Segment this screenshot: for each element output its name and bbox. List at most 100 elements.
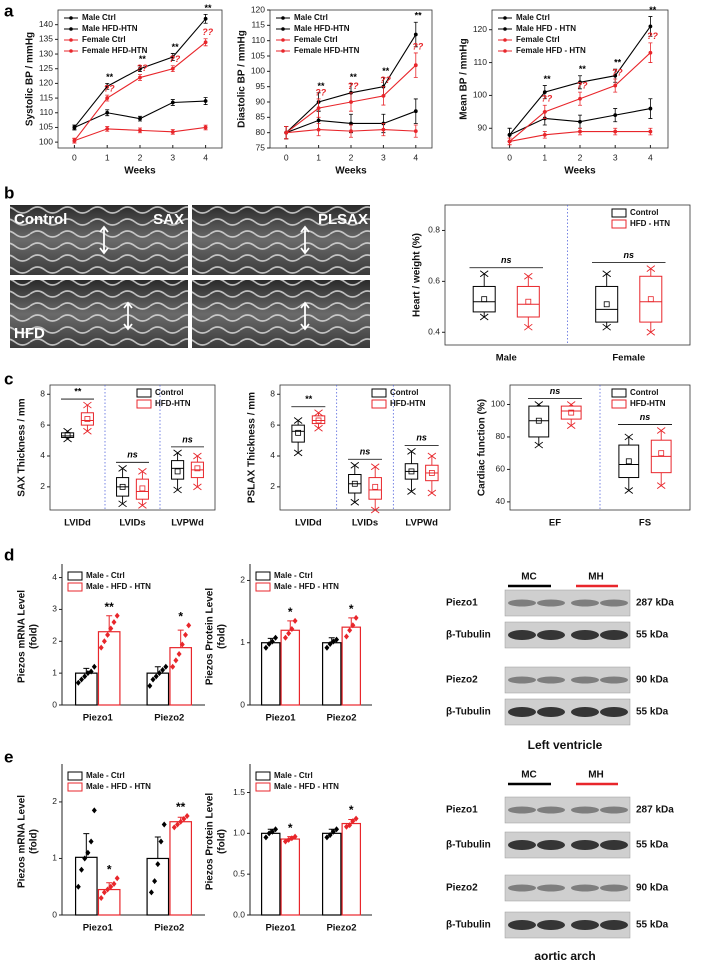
point: [138, 128, 142, 133]
significance-label: ns: [127, 450, 138, 460]
whisker-cap: [407, 447, 416, 455]
echo-arrow: [99, 225, 109, 255]
bar: [280, 629, 301, 706]
blot-band: [571, 806, 599, 814]
whisker-cap: [534, 441, 544, 449]
legend-swatch: [255, 782, 271, 792]
box: [171, 460, 185, 480]
echo-waves: [192, 205, 370, 275]
y-tick-label: 6: [40, 419, 45, 429]
y-tick-label: 0.5: [233, 868, 245, 878]
significance-label: **: [105, 600, 115, 614]
legend-swatch: [611, 208, 627, 218]
x-axis-label: Weeks: [335, 166, 367, 177]
data-point: [343, 633, 349, 640]
whisker-cap: [566, 422, 576, 429]
y-tick-label: 125: [39, 63, 53, 73]
data-point: [353, 815, 359, 822]
legend-label: HFD-HTN: [390, 399, 426, 408]
point: [349, 100, 353, 104]
mean: [351, 480, 358, 487]
data-point: [108, 883, 114, 890]
significance-label: ??: [612, 67, 623, 77]
x-tick-label: LVPWd: [171, 518, 204, 529]
y-axis-label: Heart / weight (%): [412, 233, 423, 317]
blot-strip: [504, 796, 631, 824]
data-point: [174, 821, 180, 828]
y-tick-label: 0.0: [233, 909, 245, 919]
data-point: [176, 651, 182, 658]
bar: [321, 642, 342, 706]
data-point: [182, 631, 188, 638]
x-tick-label: LVIDd: [64, 518, 91, 529]
significance-label: ??: [541, 94, 552, 104]
point: [578, 96, 582, 101]
legend-swatch: [67, 782, 83, 792]
legend-marker: [281, 27, 285, 31]
data-point: [334, 826, 340, 833]
data-point: [327, 831, 333, 838]
y-axis-label: Piezos mRNA Level: [17, 590, 28, 683]
mean: [119, 483, 126, 490]
whisker-cap: [602, 323, 611, 331]
echo-waves: [192, 280, 370, 348]
legend-swatch: [611, 388, 627, 398]
data-point: [334, 636, 340, 643]
whisker-cap: [370, 506, 380, 514]
y-tick-label: 1: [52, 853, 57, 863]
y-axis-label: Diastolic BP / mmHg: [237, 30, 248, 128]
box: [595, 285, 619, 323]
legend-label: Female Ctrl: [82, 35, 126, 44]
x-tick-label: 3: [170, 152, 175, 162]
legend-swatch: [67, 582, 83, 592]
whisker-cap: [350, 461, 360, 469]
data-point: [91, 807, 97, 814]
whisker-cap: [173, 449, 182, 457]
x-tick-label: LVIDs: [119, 518, 145, 529]
box: [618, 444, 640, 479]
x-tick-label: LVIDs: [352, 518, 378, 529]
data-point: [353, 614, 359, 621]
legend-label: Male - HFD - HTN: [86, 782, 151, 791]
y-axis-label: (fold): [217, 624, 228, 649]
box: [61, 432, 75, 438]
blot-band: [571, 884, 599, 892]
group-label: MC: [521, 770, 537, 781]
legend-label: Male - Ctrl: [86, 771, 125, 780]
data-point: [269, 638, 275, 645]
legend-label: Female Ctrl: [294, 35, 338, 44]
significance-label: ??: [380, 75, 391, 85]
blot-strip: [504, 874, 631, 902]
tissue-label: Left ventricle: [528, 738, 603, 752]
mean: [315, 417, 322, 424]
whisker-cap: [83, 427, 92, 435]
legend-label: Control: [630, 388, 658, 397]
protein-label: Piezo2: [446, 883, 478, 894]
legend-swatch: [67, 571, 83, 581]
protein-label: β-Tubulin: [446, 920, 491, 931]
significance-label: **: [414, 11, 422, 21]
data-point: [111, 619, 117, 626]
significance-label: **: [614, 58, 622, 68]
echo-waves: [10, 205, 188, 275]
data-point: [160, 666, 166, 673]
y-tick-label: 1.0: [233, 828, 245, 838]
tissue-label: aortic arch: [534, 949, 595, 963]
x-tick-label: 2: [138, 152, 143, 162]
size-label: 90 kDa: [636, 675, 669, 686]
mean: [525, 298, 532, 305]
y-tick-label: 0: [52, 699, 57, 709]
blot-band: [537, 676, 565, 684]
blot-band: [537, 884, 565, 892]
blot-band: [600, 920, 628, 930]
whisker-cap: [314, 409, 323, 417]
legend-label: Control: [155, 388, 183, 397]
significance-label: *: [288, 821, 293, 835]
bar: [321, 832, 342, 916]
significance-label: ns: [623, 250, 634, 260]
whisker-cap: [350, 498, 360, 506]
significance-label: ??: [202, 27, 213, 37]
bar: [97, 888, 121, 916]
x-axis-label: Weeks: [564, 166, 596, 177]
data-point: [82, 673, 88, 680]
